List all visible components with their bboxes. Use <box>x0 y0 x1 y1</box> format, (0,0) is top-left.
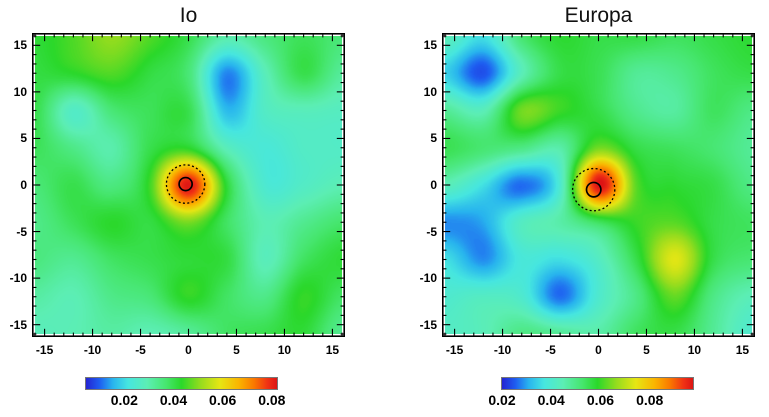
axes-frame <box>442 33 755 337</box>
x-tick-label: -15 <box>445 343 464 357</box>
source-solid-circle <box>585 181 602 198</box>
x-tick-label: -5 <box>545 343 556 357</box>
x-tick-label: 15 <box>735 343 750 357</box>
plot-frame <box>32 33 345 337</box>
y-tick-label: -5 <box>16 224 27 239</box>
y-tick-label: -15 <box>9 317 27 332</box>
io-heatmap-canvas <box>35 36 342 334</box>
europa-panel: Europa 15 10 5 0 -5 -10 -15 -15 -10 -5 0 5 10 15 <box>420 4 755 357</box>
x-tick-label: 0 <box>185 343 192 357</box>
y-tick-label: -5 <box>426 224 437 239</box>
y-tick-label: -10 <box>419 271 437 286</box>
colorbar-tick-label: 0.02 <box>110 392 138 408</box>
colorbar-tick-label: 0.04 <box>159 392 188 408</box>
plot-title: Io <box>179 4 198 27</box>
y-tick-label: 0 <box>20 178 27 192</box>
x-tick-label: 15 <box>325 343 340 357</box>
axes-frame <box>32 33 345 337</box>
io-panel: Io 15 10 5 0 -5 -10 -15 -15 -10 -5 0 5 10 15 <box>10 4 345 357</box>
x-tick-label: -15 <box>35 343 54 357</box>
y-tick-label: 10 <box>13 84 27 99</box>
x-tick-label: -5 <box>135 343 146 357</box>
y-tick-label: 10 <box>423 84 437 99</box>
europa-colorbar: 0.02 0.04 0.06 0.08 <box>488 377 694 415</box>
y-tick-label: -15 <box>419 317 437 332</box>
colorbar-tick-label: 0.08 <box>636 392 664 408</box>
colorbar-tick-label: 0.04 <box>537 392 565 408</box>
x-tick-label: 5 <box>643 343 650 357</box>
colorbar-tick-label: 0.02 <box>488 392 516 408</box>
aperture-dotted-circle <box>165 164 206 204</box>
io-colorbar: 0.02 0.04 0.06 0.08 <box>85 377 285 415</box>
colorbar-tick-label: 0.06 <box>209 392 237 408</box>
x-tick-label: -10 <box>83 343 102 357</box>
y-tick-label: 5 <box>430 131 437 146</box>
colorbar-tick-label: 0.08 <box>258 392 286 408</box>
x-tick-label: 0 <box>595 343 602 357</box>
plot-frame <box>442 33 755 337</box>
source-solid-circle <box>178 176 193 192</box>
y-tick-label: 5 <box>20 131 27 146</box>
colorbar-tick-label: 0.06 <box>586 392 615 408</box>
y-tick-label: 0 <box>430 178 437 192</box>
colorbar-gradient <box>85 377 278 390</box>
y-tick-label: -10 <box>9 271 27 286</box>
x-tick-label: 10 <box>687 343 702 357</box>
y-tick-label: 15 <box>13 38 27 53</box>
y-tick-label: 15 <box>423 38 437 53</box>
aperture-dotted-circle <box>571 167 616 212</box>
plot-title: Europa <box>564 4 633 27</box>
colorbar-gradient <box>501 377 694 390</box>
x-tick-label: 10 <box>277 343 292 357</box>
x-tick-label: 5 <box>233 343 240 357</box>
x-tick-label: -10 <box>493 343 512 357</box>
